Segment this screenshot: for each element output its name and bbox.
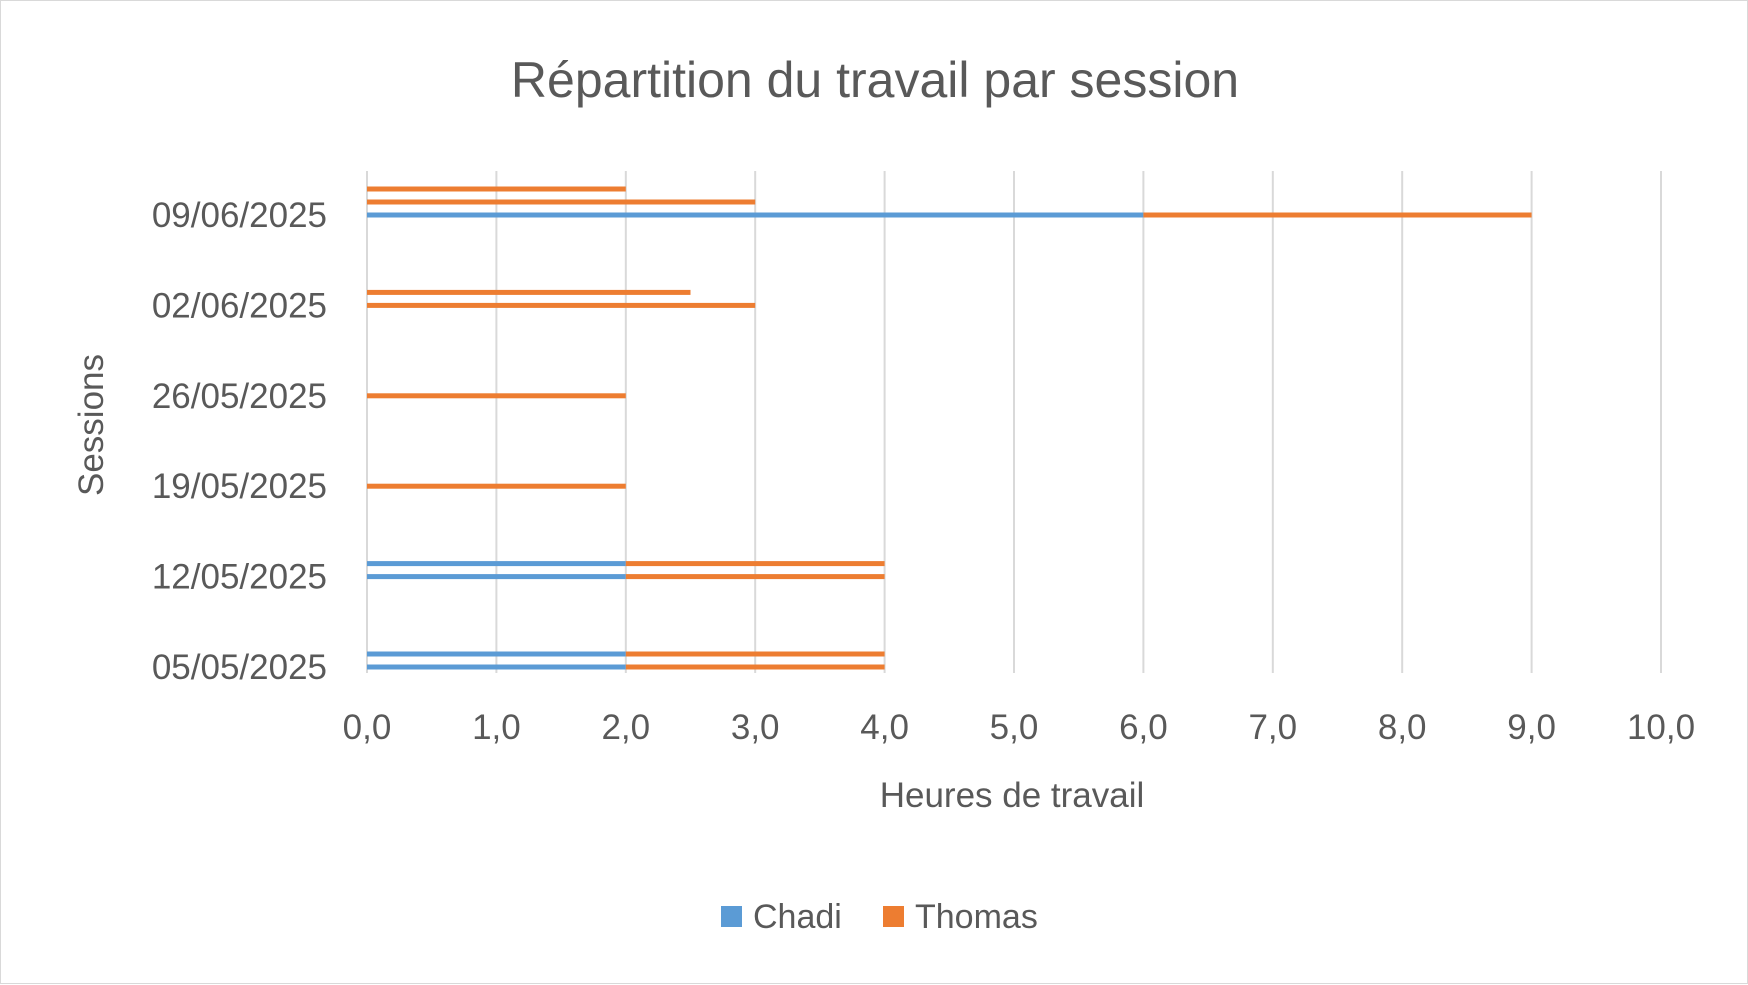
- x-tick-label: 10,0: [1627, 708, 1695, 747]
- x-tick-label: 6,0: [1119, 708, 1168, 747]
- x-tick-label: 9,0: [1507, 708, 1556, 747]
- bar-thomas: [625, 561, 885, 567]
- x-tick-label: 2,0: [601, 708, 650, 747]
- x-tick-label: 8,0: [1378, 708, 1427, 747]
- bar-chadi: [367, 664, 626, 670]
- legend-label-thomas: Thomas: [915, 898, 1038, 936]
- chart-title: Répartition du travail par session: [511, 52, 1239, 108]
- y-tick-label: 12/05/2025: [152, 558, 327, 597]
- x-tick-label: 1,0: [472, 708, 521, 747]
- bar-thomas: [625, 574, 885, 580]
- y-tick-labels: 05/05/2025 12/05/2025 19/05/2025 26/05/2025…: [152, 196, 327, 687]
- bar-thomas: [367, 302, 756, 308]
- x-tick-label: 4,0: [860, 708, 909, 747]
- y-tick-label: 02/06/2025: [152, 286, 327, 325]
- x-axis-label: Heures de travail: [880, 776, 1145, 815]
- legend-swatch-chadi: [721, 906, 742, 927]
- bar-thomas: [625, 651, 885, 657]
- bar-thomas: [367, 289, 691, 295]
- y-tick-label: 09/06/2025: [152, 196, 327, 235]
- x-tick-label: 0,0: [343, 708, 392, 747]
- y-tick-label: 26/05/2025: [152, 377, 327, 416]
- bar-chadi: [367, 651, 626, 657]
- x-tick-label: 7,0: [1248, 708, 1297, 747]
- y-axis-label: Sessions: [72, 354, 111, 496]
- legend: Chadi Thomas: [721, 898, 1038, 936]
- x-tick-label: 3,0: [731, 708, 780, 747]
- x-tick-label: 5,0: [990, 708, 1039, 747]
- bar-thomas: [625, 664, 885, 670]
- bar-chadi: [367, 212, 1144, 218]
- bar-chadi: [367, 561, 626, 567]
- legend-label-chadi: Chadi: [753, 898, 842, 936]
- y-tick-label: 05/05/2025: [152, 648, 327, 687]
- bar-thomas: [367, 199, 756, 205]
- y-tick-label: 19/05/2025: [152, 467, 327, 506]
- legend-swatch-thomas: [883, 906, 904, 927]
- bar-chadi: [367, 574, 626, 580]
- bar-thomas: [1143, 212, 1532, 218]
- x-tick-labels: 0,0 1,0 2,0 3,0 4,0 5,0 6,0 7,0 8,0 9,0 10,0: [343, 708, 1695, 747]
- bar-thomas: [367, 393, 626, 399]
- bars: [367, 186, 1532, 670]
- bar-thomas: [367, 483, 626, 489]
- gridlines: [366, 171, 1662, 673]
- bar-thomas: [367, 186, 626, 192]
